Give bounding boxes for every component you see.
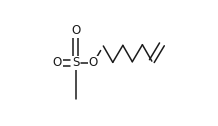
Text: O: O (89, 56, 98, 70)
Text: O: O (71, 24, 80, 37)
Text: O: O (53, 56, 62, 70)
Text: S: S (72, 56, 79, 70)
